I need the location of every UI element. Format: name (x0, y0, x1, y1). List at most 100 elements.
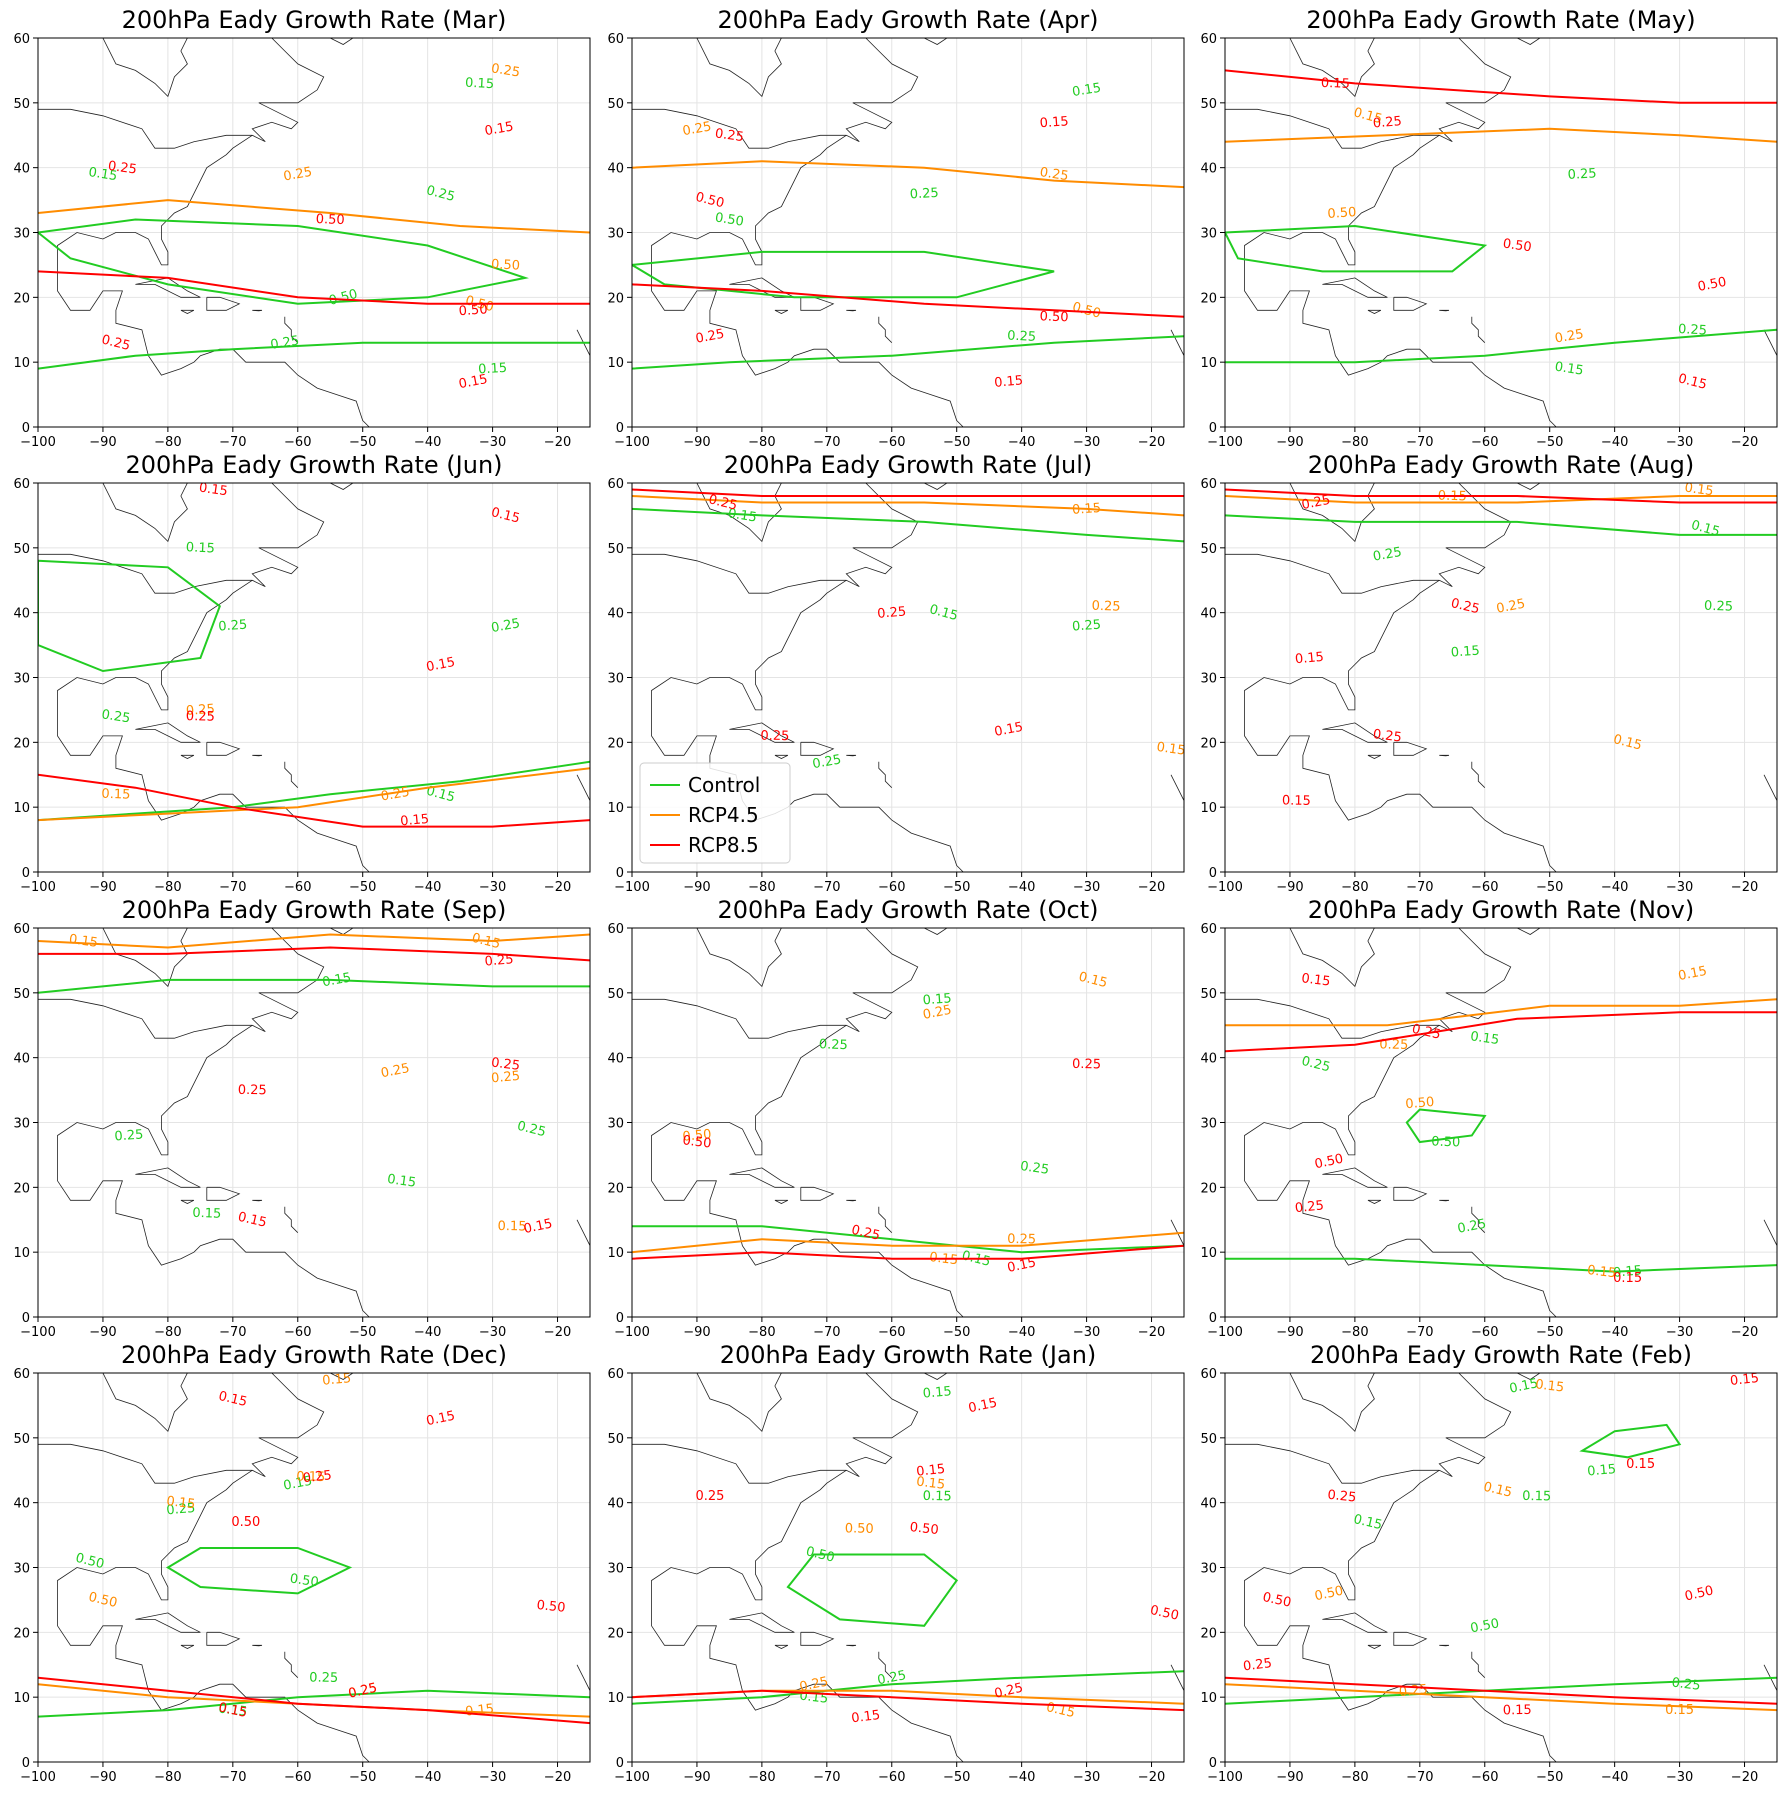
contour-label: 0.25 (1456, 1217, 1487, 1237)
x-tick-label: −20 (544, 880, 571, 895)
x-tick-label: −100 (1207, 435, 1243, 450)
contour-line (38, 270, 590, 305)
coastline (284, 761, 299, 788)
contour-label: 0.15 (185, 540, 215, 556)
y-tick-label: 10 (13, 1246, 30, 1261)
y-tick-label: 60 (13, 922, 30, 937)
contour-label: 0.50 (327, 287, 359, 309)
y-tick-label: 50 (1200, 542, 1217, 557)
coastline (180, 1199, 195, 1204)
coastline (846, 1644, 857, 1647)
x-tick-label: −40 (1601, 1325, 1628, 1340)
contour-label: 0.25 (302, 1468, 332, 1486)
legend-label: RCP4.5 (688, 803, 759, 827)
y-tick-label: 10 (607, 356, 624, 371)
coastline (924, 483, 948, 490)
contour-label: 0.50 (909, 1520, 939, 1538)
contour-label: 0.15 (192, 1206, 221, 1222)
x-tick-label: −80 (1341, 1770, 1368, 1785)
x-tick-label: −30 (479, 880, 506, 895)
y-tick-label: 50 (607, 987, 624, 1002)
contour-label: 0.15 (478, 361, 508, 377)
x-tick-label: −20 (1138, 1770, 1165, 1785)
contour-label: 0.15 (1677, 964, 1708, 984)
contour-label: 0.25 (1007, 1232, 1036, 1248)
contour-label: 0.15 (1534, 1377, 1565, 1395)
y-tick-label: 10 (1200, 1246, 1217, 1261)
contour-line (632, 1231, 1184, 1254)
plot-content: 0.150.250.150.250.250.250.250.150.150.15… (38, 483, 590, 872)
y-tick-label: 40 (13, 607, 30, 622)
x-tick-label: −100 (20, 1770, 56, 1785)
series-control: 0.15 0.25 0.15 0.15 0.25 (38, 970, 590, 1222)
coastline (252, 754, 263, 757)
plot-content: 0.500.150.250.250.150.150.500.250.150.15… (1225, 928, 1777, 1317)
plot-content: 0.500.250.150.150.150.250.500.250.500.25… (38, 38, 590, 427)
y-tick-label: 30 (607, 227, 624, 242)
contour-label: 0.25 (1300, 493, 1331, 513)
contour-line (632, 507, 1184, 543)
contour-line (632, 1225, 1184, 1254)
contour-label: 0.15 (1352, 105, 1384, 127)
y-tick-label: 10 (1200, 1691, 1217, 1706)
contour-label: 0.15 (1039, 114, 1069, 131)
contour-label: 0.25 (490, 1055, 521, 1073)
contour-label: 0.25 (347, 1681, 378, 1702)
contour-label: 0.25 (282, 165, 313, 185)
series-rcp85: 0.250.250.250.15 0.15 (38, 946, 590, 1237)
contour-label: 0.25 (114, 1127, 144, 1144)
series-rcp45: 0.150.150.500.250.15 (1225, 1377, 1777, 1718)
x-tick-label: −100 (614, 1770, 650, 1785)
y-tick-label: 40 (13, 1497, 30, 1512)
x-tick-label: −80 (154, 880, 181, 895)
y-tick-label: 60 (13, 1367, 30, 1382)
y-tick-label: 50 (13, 542, 30, 557)
contour-label: 0.15 (282, 1474, 313, 1494)
contour-label: 0.25 (1449, 596, 1481, 617)
contour-line (1225, 127, 1777, 143)
panel-title: 200hPa Eady Growth Rate (Mar) (122, 6, 507, 34)
contour-label: 0.15 (236, 1210, 268, 1231)
y-tick-label: 60 (607, 1367, 624, 1382)
x-tick-label: −30 (479, 1325, 506, 1340)
contour-line (632, 160, 1184, 189)
contour-label: 0.25 (107, 159, 138, 178)
panel-title: 200hPa Eady Growth Rate (Jan) (720, 1341, 1097, 1369)
x-tick-label: −50 (349, 1325, 376, 1340)
coastline (1439, 754, 1450, 757)
contour-line (1225, 1011, 1777, 1053)
contour-line (632, 488, 1184, 497)
coastline (878, 1206, 893, 1233)
contour-label: 0.25 (1039, 165, 1070, 184)
series-rcp85: 0.15 0.50 0.15 0.50 0.25 (1225, 69, 1777, 393)
y-tick-label: 10 (1200, 356, 1217, 371)
series-control: 0.15 0.15 0.25 0.25 (632, 506, 1184, 772)
y-tick-label: 60 (13, 32, 30, 47)
contour-label: 0.50 (87, 1590, 119, 1611)
x-tick-label: −100 (1207, 1325, 1243, 1340)
x-tick-label: −50 (1536, 1770, 1563, 1785)
contour-line (632, 1244, 1184, 1260)
x-tick-label: −60 (1471, 435, 1498, 450)
contour-label: 0.50 (714, 210, 745, 229)
coastline (1289, 483, 1375, 543)
coastline (1439, 309, 1450, 312)
plot-content: 0.250.250.150.150.250.500.150.500.150.50… (1225, 38, 1777, 427)
contour-label: 0.25 (1372, 545, 1403, 565)
series-rcp85: 0.25 0.50 0.25 0.15 (632, 1057, 1184, 1276)
x-tick-label: −60 (284, 880, 311, 895)
y-tick-label: 20 (13, 1626, 30, 1641)
contour-label: 0.15 (1522, 1489, 1551, 1505)
y-tick-label: 0 (22, 1756, 30, 1771)
contour-label: 0.25 (694, 327, 725, 347)
panel-5: 200hPa Eady Growth Rate (Aug)0.150.250.1… (1200, 451, 1778, 895)
series-rcp45: 0.150.250.500.250.15 (632, 970, 1184, 1268)
y-tick-label: 60 (1200, 32, 1217, 47)
y-tick-label: 60 (13, 477, 30, 492)
y-tick-label: 10 (607, 1246, 624, 1261)
contour-label: 0.15 (321, 970, 352, 990)
contour-label: 0.15 (922, 1384, 952, 1401)
contour-label: 0.15 (922, 991, 952, 1008)
coastline (774, 754, 789, 759)
